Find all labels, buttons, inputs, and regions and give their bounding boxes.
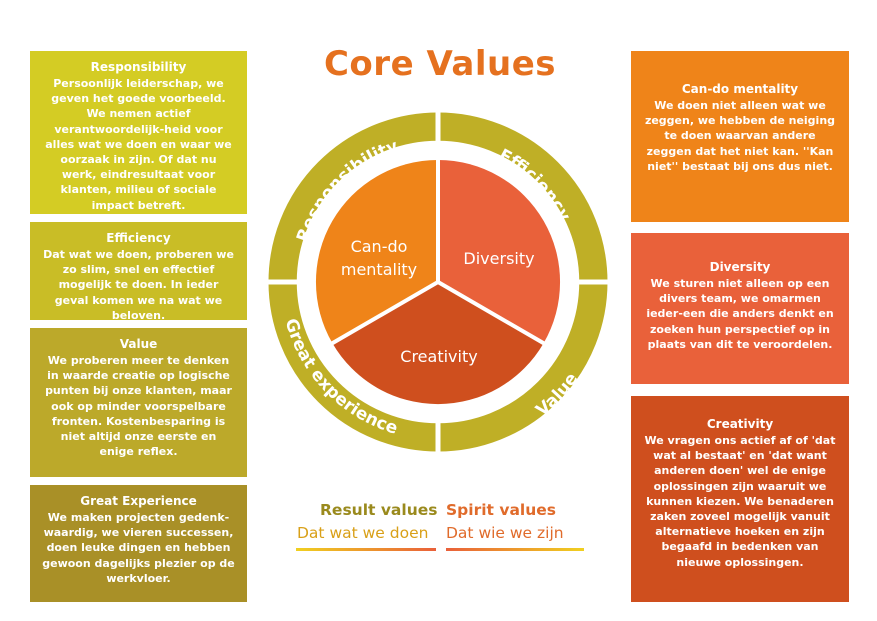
inner-label-cando-2: mentality <box>341 260 417 279</box>
diversity-heading: Diversity <box>709 260 771 274</box>
page-title: Core Values <box>323 44 557 84</box>
diversity-box: Diversity We sturen niet alleen op een d… <box>631 233 849 384</box>
cando-heading: Can-do mentality <box>681 82 799 96</box>
inner-label-diversity: Diversity <box>463 249 534 268</box>
legend-spirit-line <box>446 548 584 551</box>
cando-box: Can-do mentality We doen niet alleen wat… <box>631 51 849 222</box>
legend-result-sub: Dat wat we doen <box>297 524 429 542</box>
inner-label-cando-1: Can-do <box>351 237 408 256</box>
creativity-heading: Creativity <box>706 417 774 431</box>
ring-separators <box>266 110 610 454</box>
core-values-wheel: Responsibility Efficiency Value Great ex… <box>266 110 610 454</box>
responsibility-text: Persoonlijk leiderschap, we geven het go… <box>45 77 232 212</box>
inner-label-creativity: Creativity <box>400 347 477 366</box>
value-text: We proberen meer te denken in waarde cre… <box>45 354 232 459</box>
value-heading: Value <box>119 337 158 351</box>
efficiency-heading: Efficiency <box>106 231 171 245</box>
segment-cando <box>315 159 438 343</box>
legend-result-line <box>296 548 436 551</box>
legend-spirit-sub: Dat wie we zijn <box>446 524 564 542</box>
great-experience-text: We maken projecten gedenk-waardig, we vi… <box>42 511 235 585</box>
diversity-text: We sturen niet alleen op een divers team… <box>646 277 834 351</box>
responsibility-heading: Responsibility <box>90 60 187 74</box>
cando-text: We doen niet alleen wat we zeggen, we he… <box>644 99 836 173</box>
creativity-text: We vragen ons actief af of 'dat wat al b… <box>644 434 836 569</box>
value-box: Value We proberen meer te denken in waar… <box>30 328 247 477</box>
great-experience-box: Great Experience We maken projecten gede… <box>30 485 247 602</box>
creativity-box: Creativity We vragen ons actief af of 'd… <box>631 396 849 602</box>
segment-diversity <box>438 159 561 343</box>
efficiency-text: Dat wat we doen, proberen we zo slim, sn… <box>43 248 234 322</box>
great-experience-heading: Great Experience <box>80 494 197 508</box>
pie-separators <box>329 158 547 346</box>
legend-spirit-title: Spirit values <box>446 501 556 519</box>
efficiency-box: Efficiency Dat wat we doen, proberen we … <box>30 222 247 322</box>
legend-result-title: Result values <box>320 501 438 519</box>
responsibility-box: Responsibility Persoonlijk leiderschap, … <box>30 51 247 214</box>
